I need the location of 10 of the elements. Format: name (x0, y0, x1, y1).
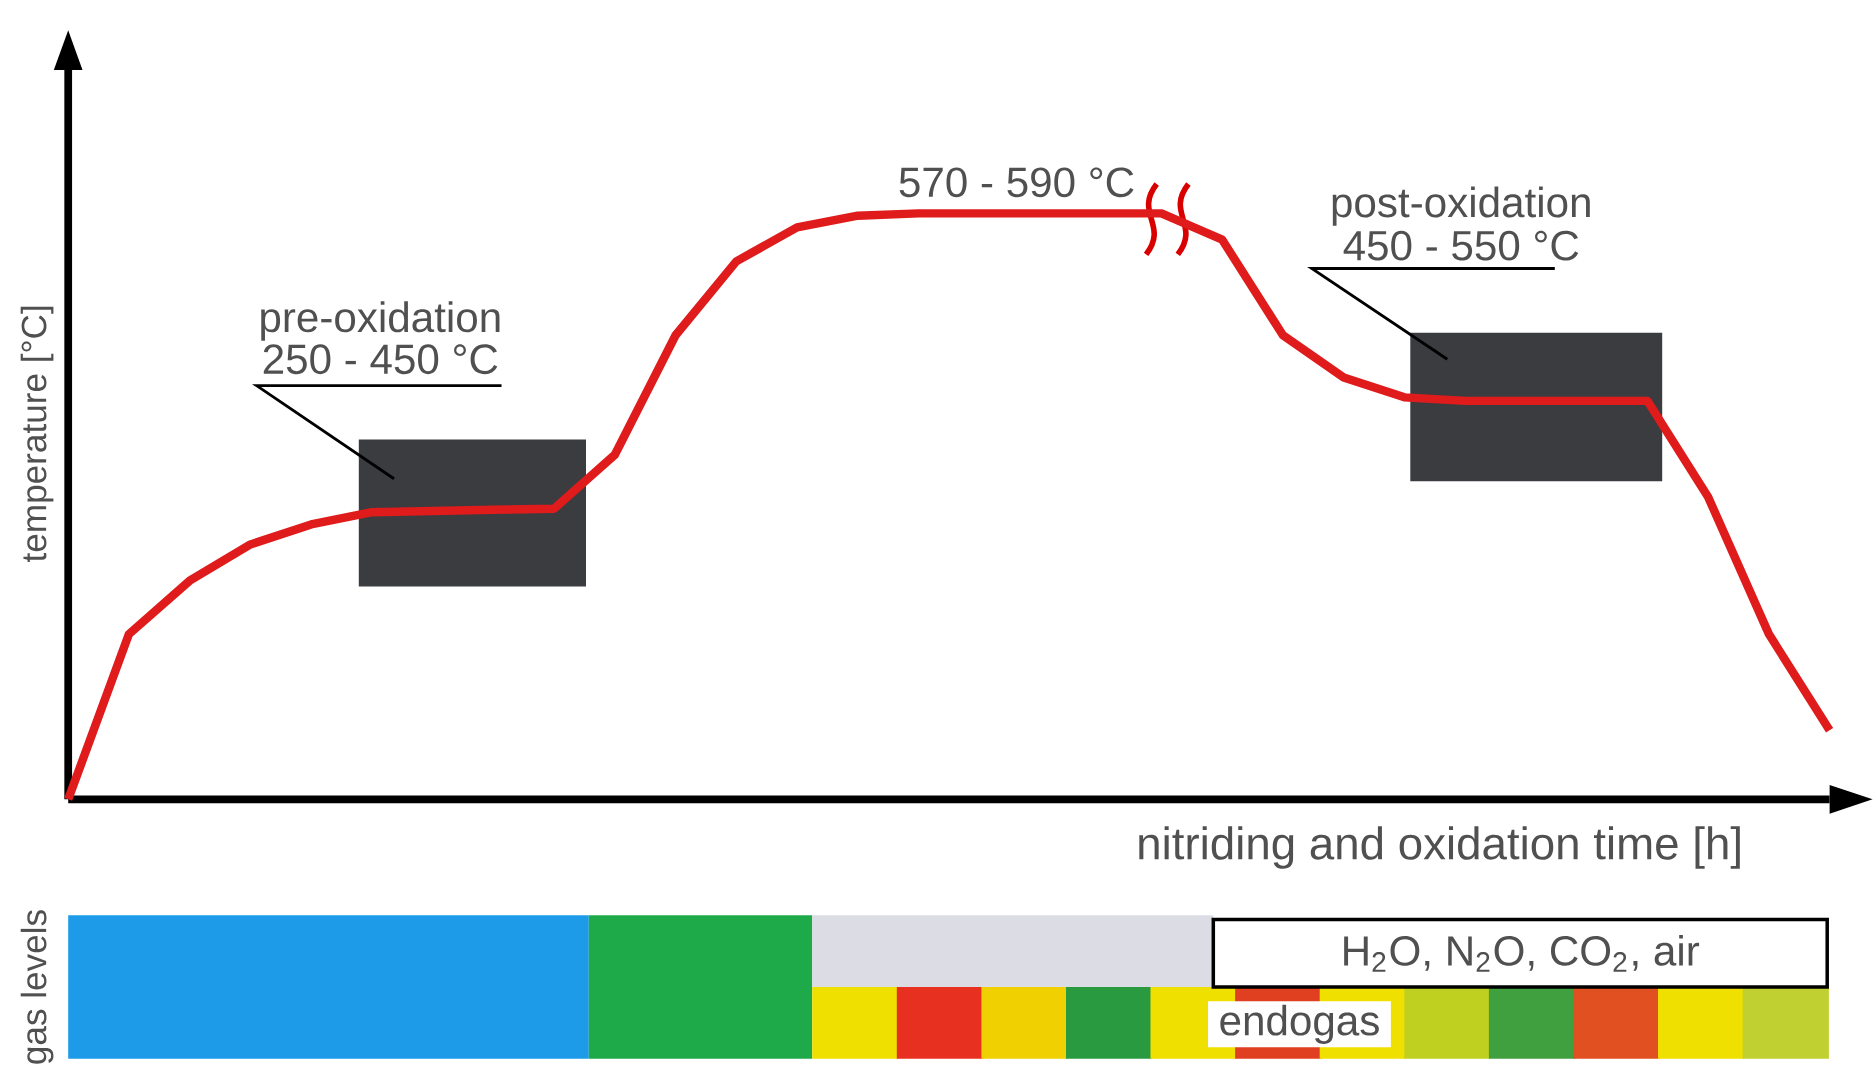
x-axis-title: nitriding and oxidation time [h] (1139, 826, 1740, 869)
text: H$_{2}$O, N$_{2}$O, CO$_{2}$, air (1344, 934, 1700, 972)
annotation: pre-oxidation (261, 301, 500, 341)
text: 570 - 590 °C (899, 167, 1134, 198)
annotation: post-oxidation (1332, 186, 1590, 226)
y-axis-title: temperature [°C] (20, 306, 54, 562)
annotation: 250 - 450 °C (263, 344, 498, 375)
annotation: 450 - 550 °C (1343, 230, 1579, 261)
text: gas levels (20, 910, 54, 1064)
text: endogas (1220, 1004, 1379, 1045)
